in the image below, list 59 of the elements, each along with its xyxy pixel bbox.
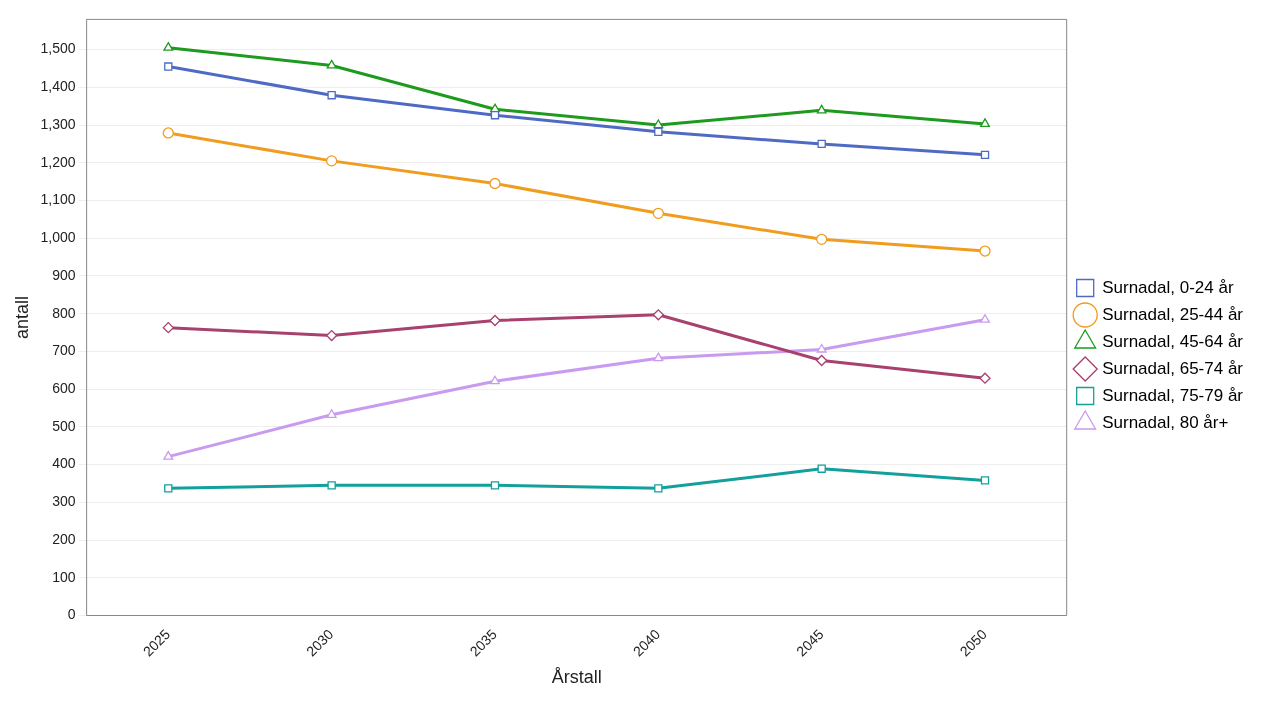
point (653, 352, 664, 362)
y-tick-label: 1,500 (40, 40, 76, 57)
point (162, 127, 174, 139)
point (490, 375, 500, 385)
point (980, 314, 990, 323)
legend-label: Surnadal, 80 år+ (1102, 412, 1229, 432)
point (326, 329, 338, 342)
y-tick-label: 1,200 (40, 153, 76, 170)
point (979, 372, 991, 384)
point (654, 127, 663, 137)
y-tick-label: 1,400 (40, 78, 76, 95)
point (979, 245, 991, 257)
point (489, 314, 501, 327)
point (654, 484, 663, 493)
point (327, 91, 336, 100)
y-tick-label: 1,300 (40, 115, 76, 132)
point (326, 409, 337, 418)
point (816, 343, 827, 353)
point (980, 118, 990, 128)
point (980, 476, 990, 485)
legend-label: Surnadal, 65-74 år (1102, 358, 1244, 378)
y-tick-label: 400 (52, 455, 76, 472)
y-tick-label: 0 (67, 606, 76, 623)
legend-label: Surnadal, 0-24 år (1102, 277, 1234, 297)
y-tick-label: 100 (52, 568, 76, 585)
point (652, 309, 664, 321)
y-tick-label: 700 (52, 342, 76, 359)
y-tick-label: 500 (52, 417, 76, 434)
point (164, 484, 173, 493)
point (652, 207, 664, 219)
point (163, 42, 174, 51)
point (164, 62, 173, 71)
y-tick-label: 200 (52, 530, 76, 547)
legend-label: Surnadal, 45-64 år (1102, 331, 1244, 351)
point (490, 111, 500, 120)
y-tick-label: 300 (52, 493, 76, 510)
point (162, 321, 174, 334)
point (816, 354, 828, 367)
point (980, 150, 990, 160)
legend-label: Surnadal, 75-79 år (1102, 385, 1244, 405)
point (327, 481, 336, 490)
y-tick-label: 600 (52, 379, 76, 396)
point (326, 59, 337, 69)
y-axis-title: antall (11, 295, 32, 339)
y-tick-label: 900 (52, 266, 76, 283)
y-tick-label: 800 (52, 304, 76, 321)
point (326, 155, 338, 167)
point (489, 177, 501, 190)
y-tick-label: 1,000 (40, 229, 76, 246)
point (817, 464, 826, 473)
point (816, 104, 827, 114)
y-tick-label: 1,100 (40, 191, 76, 208)
point (816, 233, 828, 245)
legend-label: Surnadal, 25-44 år (1102, 304, 1244, 324)
point (163, 451, 174, 460)
point (490, 481, 500, 490)
x-axis-title: Årstall (551, 667, 602, 688)
point (817, 139, 826, 149)
point (653, 119, 664, 129)
